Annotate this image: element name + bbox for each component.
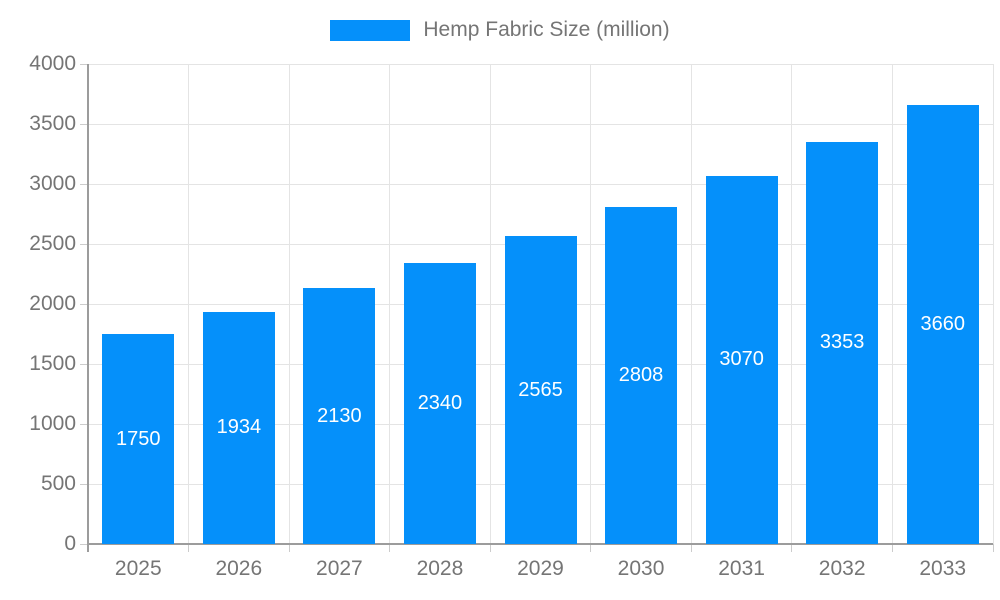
x-axis-label: 2026 (215, 557, 263, 580)
y-axis-tick (80, 303, 88, 305)
x-axis-label: 2032 (818, 557, 866, 580)
y-axis-label: 1000 (29, 412, 76, 435)
y-axis-tick (80, 543, 88, 545)
x-axis-line (88, 543, 993, 545)
bar-value-label: 2340 (417, 392, 463, 415)
y-axis-tick (80, 63, 88, 65)
y-axis-label: 2500 (29, 232, 76, 255)
x-axis-tick (590, 544, 592, 552)
x-gridline (288, 64, 290, 544)
x-axis-tick (791, 544, 793, 552)
bar[interactable]: 1934 (202, 311, 275, 544)
y-axis-tick (80, 243, 88, 245)
x-gridline (690, 64, 692, 544)
y-gridline (88, 63, 993, 65)
x-axis-tick (489, 544, 491, 552)
bar[interactable]: 3353 (806, 141, 879, 544)
y-axis-tick (80, 423, 88, 425)
bar[interactable]: 1750 (102, 334, 175, 544)
y-axis-label: 4000 (29, 52, 76, 75)
y-axis-tick (80, 363, 88, 365)
bar[interactable]: 2340 (403, 263, 476, 544)
y-axis-label: 3500 (29, 112, 76, 135)
x-axis-label: 2028 (416, 557, 464, 580)
x-gridline (791, 64, 793, 544)
bar[interactable]: 2130 (303, 288, 376, 544)
bar[interactable]: 2808 (605, 207, 678, 544)
x-axis-label: 2031 (718, 557, 765, 580)
y-axis-tick (80, 483, 88, 485)
x-axis-tick (992, 544, 994, 552)
bar[interactable]: 2565 (504, 236, 577, 544)
y-axis-label: 2000 (29, 292, 76, 315)
y-axis-tick (80, 183, 88, 185)
x-axis-tick (891, 544, 893, 552)
bar-value-label: 3070 (719, 348, 764, 371)
bar[interactable]: 3070 (705, 175, 778, 544)
x-axis-label: 2027 (316, 557, 363, 580)
x-axis-label: 2033 (919, 557, 967, 580)
y-gridline (88, 183, 993, 185)
bar[interactable]: 3660 (906, 104, 979, 544)
x-gridline (389, 64, 391, 544)
x-gridline (590, 64, 592, 544)
x-axis-label: 2029 (517, 557, 564, 580)
y-axis-tick (80, 123, 88, 125)
y-axis-label: 1500 (29, 352, 76, 375)
x-axis-tick (690, 544, 692, 552)
y-axis-label: 500 (40, 472, 76, 495)
bar-value-label: 3660 (920, 312, 965, 335)
x-gridline (891, 64, 893, 544)
y-gridline (88, 123, 993, 125)
x-gridline (489, 64, 491, 544)
x-axis-tick (188, 544, 190, 552)
x-axis-tick (389, 544, 391, 552)
bar-value-label: 2130 (317, 404, 362, 427)
x-gridline (992, 64, 994, 544)
bar-value-label: 3353 (819, 331, 865, 354)
x-axis-label: 2025 (114, 557, 162, 580)
y-axis-label: 0 (64, 532, 76, 555)
bar-value-label: 2808 (618, 364, 664, 386)
x-axis-label: 2030 (617, 557, 665, 580)
legend-swatch-icon (330, 19, 411, 41)
y-axis-label: 3000 (29, 172, 76, 195)
bar-value-label: 2565 (518, 378, 563, 401)
bar-value-label: 1750 (116, 427, 161, 450)
y-axis-line (87, 64, 89, 552)
legend[interactable]: Hemp Fabric Size (million) (0, 18, 1000, 42)
bar-value-label: 1934 (216, 416, 262, 439)
x-axis-tick (288, 544, 290, 552)
legend-label: Hemp Fabric Size (million) (423, 18, 670, 41)
x-gridline (188, 64, 190, 544)
